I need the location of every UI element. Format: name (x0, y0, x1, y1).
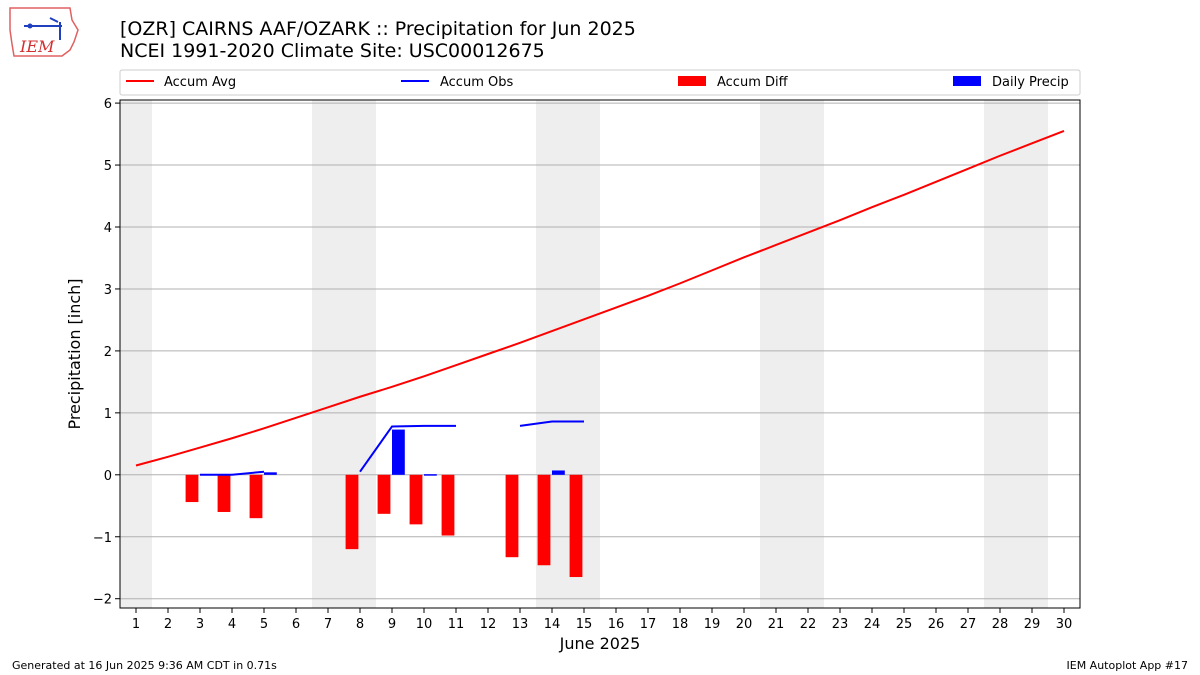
x-tick-label: 27 (960, 617, 977, 632)
y-tick-label: 6 (104, 97, 112, 112)
accum-diff-bar-day-14 (537, 474, 551, 566)
legend-label-accum-avg: Accum Avg (164, 75, 236, 90)
daily-precip-bar-day-14 (552, 470, 565, 475)
accum-diff-bar-day-9 (377, 474, 391, 514)
x-tick-label: 16 (608, 617, 625, 632)
y-tick-label: 4 (104, 221, 112, 236)
x-tick-label: 2 (164, 617, 172, 632)
weekend-band-4 (984, 100, 1048, 608)
chart-title: [OZR] CAIRNS AAF/OZARK :: Precipitation … (120, 18, 636, 40)
x-tick-label: 22 (800, 617, 817, 632)
x-axis-ticks: 1 2 3 4 5 6 7 8 9 10 11 12 13 14 15 16 17 18 19 20 21 22 23 24 2… (132, 608, 1072, 632)
x-tick-label: 11 (448, 617, 465, 632)
legend-label-accum-obs: Accum Obs (440, 75, 513, 90)
x-axis-label: June 2025 (559, 634, 641, 653)
weekend-band-0 (120, 100, 152, 608)
y-tick-label: 3 (104, 283, 112, 298)
y-tick-label: −1 (93, 531, 112, 546)
x-tick-label: 9 (388, 617, 396, 632)
accum-diff-bar-day-4 (217, 474, 231, 512)
footer-app-text: IEM Autoplot App #17 (1067, 659, 1189, 672)
iowa-state-outline-icon (9, 7, 79, 57)
legend-swatch-daily-precip (953, 76, 981, 86)
bars (185, 429, 583, 578)
x-tick-label: 7 (324, 617, 332, 632)
x-tick-label: 25 (896, 617, 913, 632)
weekend-bands (120, 100, 1048, 608)
legend: Accum Avg Accum Obs Accum Diff Daily Pre… (119, 69, 1081, 96)
x-tick-label: 19 (704, 617, 721, 632)
x-tick-label: 29 (1024, 617, 1041, 632)
y-axis-ticks: −2 −1 0 1 2 3 4 5 6 (93, 97, 120, 608)
station-dot-icon (27, 23, 33, 29)
legend-label-daily-precip: Daily Precip (992, 75, 1069, 90)
logo-text: IEM (19, 37, 55, 56)
weekend-band-3 (760, 100, 824, 608)
x-tick-label: 24 (864, 617, 881, 632)
x-tick-label: 8 (356, 617, 364, 632)
x-tick-label: 17 (640, 617, 657, 632)
gridlines (120, 102, 1080, 600)
x-tick-label: 21 (768, 617, 785, 632)
accum-diff-bar-day-3 (185, 474, 199, 503)
accum-diff-bar-day-15 (569, 474, 583, 578)
iem-logo: IEM (9, 7, 79, 57)
x-tick-label: 12 (480, 617, 497, 632)
accum-diff-bar-day-13 (505, 474, 519, 558)
y-tick-label: −2 (93, 593, 112, 608)
y-tick-label: 0 (104, 469, 112, 484)
y-tick-label: 1 (104, 407, 112, 422)
accum-diff-bar-day-10 (409, 474, 423, 525)
lines (135, 130, 1065, 476)
x-tick-label: 10 (416, 617, 433, 632)
footer-generated-text: Generated at 16 Jun 2025 9:36 AM CDT in … (12, 659, 277, 672)
legend-label-accum-diff: Accum Diff (717, 75, 789, 90)
x-tick-label: 20 (736, 617, 753, 632)
x-tick-label: 5 (260, 617, 268, 632)
x-tick-label: 4 (228, 617, 236, 632)
x-tick-label: 14 (544, 617, 561, 632)
chart-subtitle: NCEI 1991-2020 Climate Site: USC00012675 (120, 40, 545, 62)
x-tick-label: 13 (512, 617, 529, 632)
legend-frame (119, 69, 1081, 96)
daily-precip-bar-day-9 (392, 429, 405, 475)
y-tick-label: 2 (104, 345, 112, 360)
daily-precip-bar-day-10 (424, 474, 437, 476)
x-tick-label: 1 (132, 617, 140, 632)
accum-obs-line-segment-0 (200, 470, 265, 476)
accum-diff-bar-day-5 (249, 474, 263, 519)
plot-frame (119, 99, 1081, 609)
x-tick-label: 6 (292, 617, 300, 632)
y-axis-label: Precipitation [inch] (65, 278, 84, 429)
x-tick-label: 28 (992, 617, 1009, 632)
y-tick-label: 5 (104, 159, 112, 174)
weekend-band-1 (312, 100, 376, 608)
accum-obs-line-segment-2 (519, 420, 584, 427)
accum-obs-line-segment-1 (359, 424, 456, 473)
x-tick-label: 30 (1056, 617, 1073, 632)
x-tick-label: 23 (832, 617, 849, 632)
x-tick-label: 18 (672, 617, 689, 632)
legend-swatch-accum-diff (678, 76, 706, 86)
x-tick-label: 3 (196, 617, 204, 632)
accum-diff-bar-day-11 (441, 474, 455, 536)
x-tick-label: 15 (576, 617, 593, 632)
daily-precip-bar-day-5 (264, 472, 277, 475)
accum-avg-line (135, 130, 1065, 467)
accum-diff-bar-day-8 (345, 474, 359, 550)
x-tick-label: 26 (928, 617, 945, 632)
